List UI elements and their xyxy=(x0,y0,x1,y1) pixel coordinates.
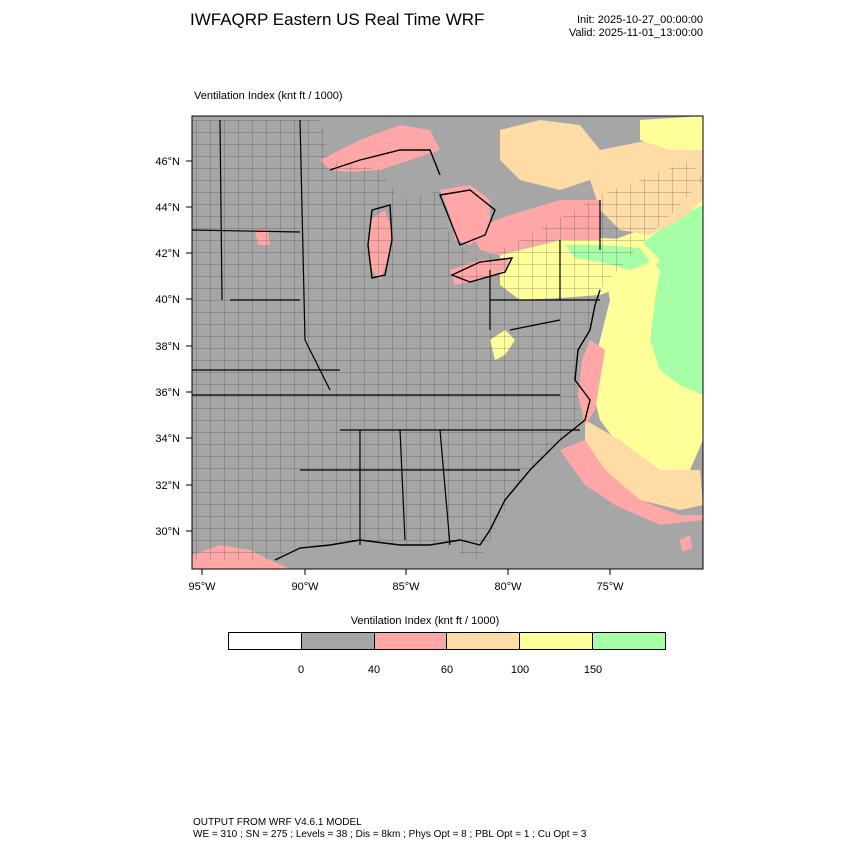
footer-config-line: WE = 310 ; SN = 275 ; Levels = 38 ; Dis … xyxy=(193,829,587,840)
lon-label-75: 75°W xyxy=(596,581,624,590)
ventilation-index-map: 46°N 44°N 42°N 40°N 38°N 36°N 34°N 32°N … xyxy=(155,115,704,590)
atlantic-green-zone xyxy=(640,205,703,395)
lat-ticks xyxy=(186,160,192,532)
lon-ticks xyxy=(201,569,611,575)
colorbar-label-60: 60 xyxy=(440,664,454,676)
lat-label-46: 46°N xyxy=(155,156,180,168)
lat-label-40: 40°N xyxy=(155,294,180,306)
lon-label-85: 85°W xyxy=(392,581,420,590)
florida-pink-spot xyxy=(680,535,692,552)
canada-orange-zone xyxy=(500,120,600,190)
lat-label-34: 34°N xyxy=(155,433,180,445)
lat-label-32: 32°N xyxy=(155,480,180,492)
valid-time: Valid: 2025-11-01_13:00:00 xyxy=(568,27,703,39)
colorbar-label-100: 100 xyxy=(510,664,530,676)
lake-huron-pink-zone xyxy=(440,185,490,245)
lat-label-38: 38°N xyxy=(155,341,180,353)
colorbar-segment xyxy=(593,633,665,649)
atlantic-pink-zone-2 xyxy=(578,340,605,425)
lat-label-44: 44°N xyxy=(155,202,180,214)
map-frame xyxy=(191,115,704,570)
lat-label-36: 36°N xyxy=(155,387,180,399)
lat-label-42: 42°N xyxy=(155,248,180,260)
atlantic-orange-zone xyxy=(585,420,703,510)
colorbar-segment xyxy=(229,633,302,649)
colorbar-label-0: 0 xyxy=(297,664,305,676)
state-boundaries xyxy=(192,119,601,546)
colorbar-segment xyxy=(520,633,594,649)
init-time: Init: 2025-10-27_00:00:00 xyxy=(577,14,703,26)
atlantic-pink-zone xyxy=(560,440,703,525)
plot-title: Ventilation Index (knt ft / 1000) xyxy=(194,90,343,102)
lat-label-30: 30°N xyxy=(155,526,180,538)
colorbar-segment xyxy=(374,633,448,649)
colorbar-segment xyxy=(447,633,521,649)
lake-superior-pink-zone xyxy=(320,125,440,172)
colorbar xyxy=(228,632,666,650)
colorbar-segment xyxy=(301,633,375,649)
colorbar-label-150: 150 xyxy=(583,664,603,676)
canada-yellow-zone xyxy=(640,116,703,150)
colorbar-label-40: 40 xyxy=(367,664,381,676)
county-boundaries xyxy=(192,120,703,560)
footer-model-line: OUTPUT FROM WRF V4.6.1 MODEL xyxy=(193,817,362,828)
colorbar-title: Ventilation Index (knt ft / 1000) xyxy=(350,615,500,627)
main-title: IWFAQRP Eastern US Real Time WRF xyxy=(190,10,485,29)
lon-label-80: 80°W xyxy=(494,581,522,590)
great-lakes-outline xyxy=(329,149,514,283)
lon-label-90: 90°W xyxy=(291,581,319,590)
lon-label-95: 95°W xyxy=(188,581,216,590)
